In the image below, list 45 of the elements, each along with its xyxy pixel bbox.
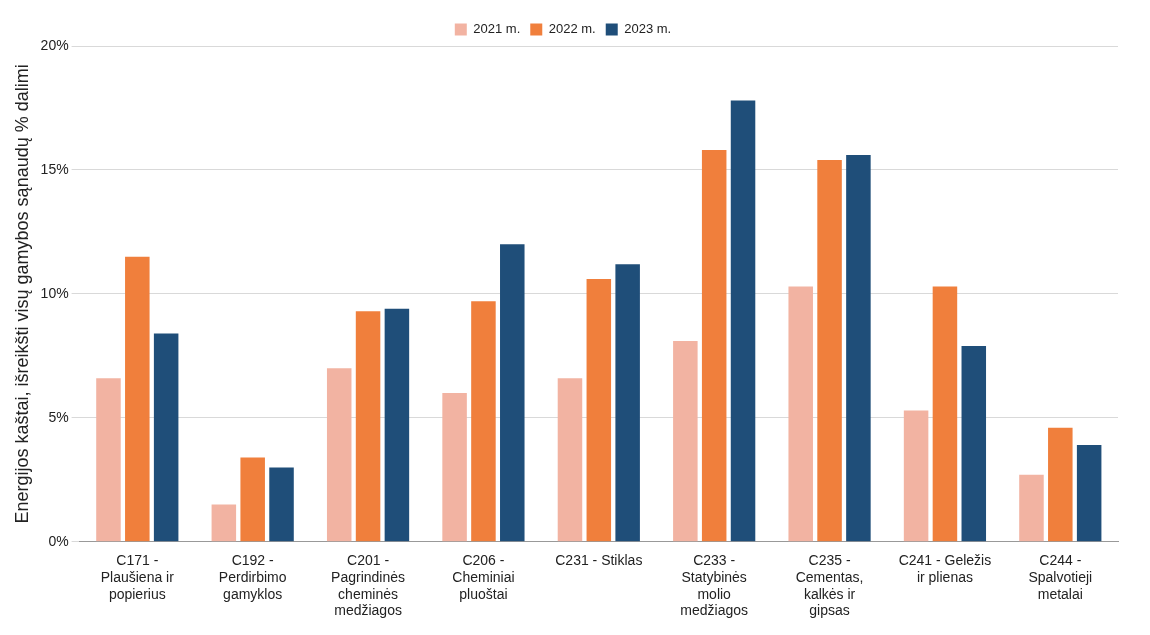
legend-label: 2023 m. — [624, 21, 672, 37]
bar — [500, 244, 525, 542]
legend-label: 2022 m. — [548, 21, 596, 37]
y-tick-label: 5% — [48, 408, 69, 425]
y-tick-label: 0% — [48, 532, 69, 549]
bar — [471, 301, 496, 542]
x-tick-label: C241 - Geležis ir plienas — [898, 552, 992, 585]
bar — [442, 393, 467, 542]
y-tick-label: 20% — [40, 36, 69, 53]
bar — [269, 467, 294, 542]
bar — [788, 286, 813, 542]
x-tick-label: C201 - Pagrindinės cheminės medžiagos — [331, 552, 406, 619]
bar — [846, 155, 871, 542]
y-tick-label: 15% — [40, 160, 69, 177]
bar — [701, 150, 727, 542]
x-tick-label: C235 - Cementas, kalkės ir gipsas — [795, 552, 864, 619]
bar — [673, 341, 698, 542]
bar — [211, 504, 237, 542]
bar — [961, 345, 987, 542]
bar — [1019, 474, 1044, 542]
bar — [355, 311, 381, 542]
bar — [240, 457, 265, 542]
y-tick-label: 10% — [40, 284, 69, 301]
x-tick-label: C206 - Cheminiai pluoštai — [452, 552, 515, 602]
x-tick-label: C244 - Spalvotieji metalai — [1028, 552, 1093, 602]
y-axis-title: Energijos kaštai, išreikšti visų gamybos sąnaudų % dalimi — [11, 64, 32, 524]
bar — [125, 256, 150, 542]
bar — [1076, 445, 1102, 542]
bar — [96, 378, 121, 542]
bar — [153, 333, 179, 542]
bar — [557, 378, 583, 542]
x-tick-label: C231 - Stiklas — [555, 552, 643, 569]
bar — [326, 368, 352, 542]
x-tick-label: C233 - Statybinės molio medžiagos — [680, 552, 749, 619]
bar — [932, 286, 958, 542]
bar — [586, 279, 612, 542]
x-tick-label: C192 - Perdirbimo gamyklos — [218, 552, 287, 602]
x-tick-label: C171 - Plaušiena ir popierius — [100, 552, 175, 602]
legend-label: 2021 m. — [473, 21, 521, 37]
bar — [615, 264, 640, 542]
bar — [903, 410, 929, 542]
bar — [1048, 427, 1073, 542]
bar — [817, 160, 842, 542]
bar — [730, 100, 756, 542]
bar — [384, 308, 410, 542]
